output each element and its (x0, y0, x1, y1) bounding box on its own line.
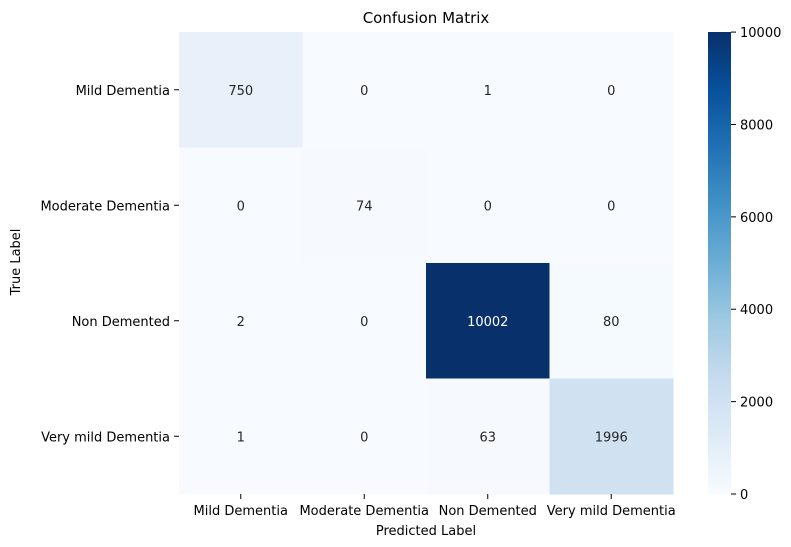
cell-value-label: 74 (356, 199, 373, 214)
heatmap-cell (179, 32, 303, 148)
x-tick-label: Very mild Dementia (547, 504, 676, 519)
cell-value-label: 0 (360, 84, 368, 99)
heatmap-cell (549, 147, 674, 264)
y-tick-label: Non Demented (72, 315, 170, 330)
x-tick-label: Moderate Dementia (299, 504, 429, 519)
cell-value-label: 750 (228, 84, 253, 99)
y-axis-label: True Label (9, 229, 24, 297)
chart-title: Confusion Matrix (363, 9, 490, 27)
heatmap-cells (179, 32, 674, 495)
colorbar-tick-label: 2000 (740, 396, 773, 411)
heatmap-cell (302, 147, 427, 264)
x-tick-label: Mild Dementia (194, 504, 288, 519)
y-axis-ticks: Mild Dementia Moderate Dementia Non Dement… (40, 84, 179, 445)
heatmap-cell (179, 378, 303, 495)
cell-value-label: 10002 (467, 315, 508, 330)
cell-value-label: 0 (607, 199, 615, 214)
y-tick-label: Very mild Dementia (41, 430, 170, 445)
y-tick-label: Moderate Dementia (40, 199, 170, 214)
cell-value-label: 63 (479, 430, 496, 445)
cell-value-label: 0 (607, 84, 615, 99)
x-axis-ticks: Mild Dementia Moderate Dementia Non Dement… (194, 494, 676, 519)
heatmap-cell (426, 147, 550, 264)
cell-value-label: 2 (237, 315, 245, 330)
heatmap-cell (302, 263, 427, 379)
y-tick-label: Mild Dementia (76, 84, 170, 99)
cell-value-label: 0 (360, 430, 368, 445)
heatmap-cell (426, 32, 550, 148)
heatmap-cell (179, 263, 303, 379)
heatmap-cell (302, 378, 427, 495)
colorbar-tick-label: 4000 (740, 303, 773, 318)
cell-value-label: 0 (360, 315, 368, 330)
colorbar-tick-label: 6000 (740, 211, 773, 226)
x-tick-label: Non Demented (439, 504, 537, 519)
colorbar-tick-label: 0 (740, 488, 748, 503)
heatmap-cell (549, 378, 674, 495)
colorbar-tick-label: 8000 (740, 118, 773, 133)
heatmap-cell (549, 32, 674, 148)
cell-value-label: 80 (603, 315, 620, 330)
heatmap-cell (426, 378, 550, 495)
cell-value-label: 1 (237, 430, 245, 445)
heatmap-cell (302, 32, 427, 148)
colorbar-tick-label: 10000 (740, 26, 781, 41)
heatmap-cell (426, 263, 550, 379)
cell-value-label: 0 (484, 199, 492, 214)
heatmap-cell (549, 263, 674, 379)
cell-value-label: 0 (237, 199, 245, 214)
x-axis-label: Predicted Label (376, 524, 476, 539)
heatmap-cell-labels: 750 0 1 0 0 74 0 0 2 0 10002 80 1 0 63 1996 (228, 84, 627, 446)
heatmap-cell (179, 147, 303, 264)
cell-value-label: 1 (484, 84, 492, 99)
cell-value-label: 1996 (595, 430, 628, 445)
colorbar (708, 32, 731, 494)
colorbar-ticks: 0 2000 4000 6000 8000 10000 (731, 26, 781, 503)
